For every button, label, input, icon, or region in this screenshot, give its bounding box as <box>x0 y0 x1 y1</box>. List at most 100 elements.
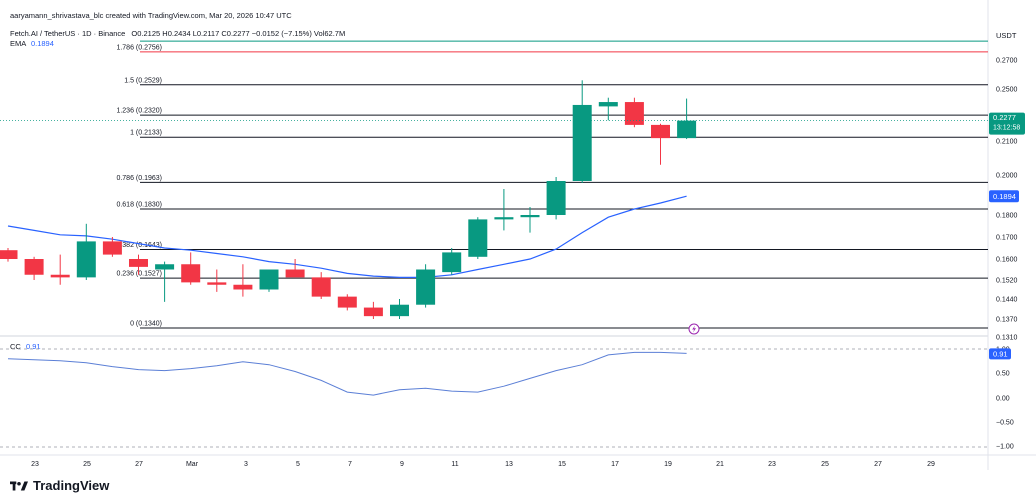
fib-level-label: 1 (0.2133) <box>130 130 162 137</box>
date-tick-label: 3 <box>244 461 248 468</box>
candle-up[interactable] <box>520 207 540 233</box>
candle-body <box>442 252 462 273</box>
candle-up[interactable] <box>572 80 592 183</box>
candle-body <box>363 307 383 317</box>
candle-body <box>129 259 148 267</box>
candle-body <box>207 282 227 285</box>
ema-line[interactable] <box>7 195 687 278</box>
candle-up[interactable] <box>155 261 175 302</box>
price-tick-label: 0.1800 <box>996 213 1018 220</box>
candle-down[interactable] <box>129 254 148 275</box>
candle-down[interactable] <box>24 256 44 280</box>
cc-tick-label: 0.00 <box>996 396 1010 403</box>
candle-body <box>24 259 44 275</box>
candle-down[interactable] <box>50 254 70 285</box>
date-tick-label: 25 <box>821 461 829 468</box>
ema-legend[interactable]: EMA 0.1894 <box>10 39 54 48</box>
cc-tick-label: −0.50 <box>996 420 1014 427</box>
candle-down[interactable] <box>207 269 227 292</box>
candle-down[interactable] <box>0 248 18 262</box>
cc-line[interactable] <box>7 351 687 396</box>
candle-up[interactable] <box>546 177 566 220</box>
candle-up[interactable] <box>416 264 436 308</box>
candle-down[interactable] <box>181 252 201 285</box>
fib-level-label: 0 (0.1340) <box>130 321 162 328</box>
cc-legend[interactable]: CC 0.91 <box>10 342 41 351</box>
candle-up[interactable] <box>677 98 697 140</box>
candle-body <box>233 284 253 290</box>
candle-body <box>181 264 201 283</box>
date-tick-label: 13 <box>505 461 513 468</box>
candle-up[interactable] <box>76 223 96 280</box>
candle-down[interactable] <box>363 301 383 319</box>
ema-badge[interactable] <box>989 190 1019 203</box>
fib-level-label: 0.786 (0.1963) <box>116 175 162 182</box>
price-tick-label: 0.1370 <box>996 317 1018 324</box>
cc-badge[interactable] <box>989 348 1011 360</box>
candle-body <box>50 274 70 278</box>
candle-body <box>416 269 436 305</box>
candle-body <box>677 120 697 139</box>
candle-body <box>337 296 357 308</box>
candle-up[interactable] <box>390 299 409 319</box>
date-tick-label: 29 <box>927 461 935 468</box>
candle-body <box>259 269 279 290</box>
candle-body <box>102 241 122 255</box>
fib-level-label: 0.618 (0.1830) <box>116 202 162 209</box>
candle-body <box>285 269 305 278</box>
candle-up[interactable] <box>442 248 462 275</box>
candle-down[interactable] <box>233 264 253 297</box>
candle-down[interactable] <box>102 237 122 257</box>
cc-value: 0.91 <box>25 342 41 351</box>
candle-body <box>311 277 331 297</box>
symbol-name[interactable]: Fetch.AI / TetherUS · 1D · Binance <box>10 29 126 38</box>
candle-body <box>546 181 566 215</box>
candle-down[interactable] <box>651 123 670 165</box>
brand-text: TradingView <box>33 478 110 493</box>
date-tick-label: Mar <box>186 461 199 468</box>
date-tick-label: 21 <box>716 461 724 468</box>
candle-down[interactable] <box>337 294 357 311</box>
symbol-legend: Fetch.AI / TetherUS · 1D · Binance O0.21… <box>10 29 345 38</box>
tradingview-logo-icon <box>10 481 28 490</box>
candle-down[interactable] <box>285 259 305 278</box>
price-tick-label: 0.2700 <box>996 58 1018 65</box>
price-tick-label: 0.1520 <box>996 278 1018 285</box>
date-tick-label: 9 <box>400 461 404 468</box>
lightning-icon[interactable] <box>688 323 700 335</box>
candle-body <box>494 217 514 220</box>
fib-level-label: 1.5 (0.2529) <box>124 77 162 84</box>
candle-down[interactable] <box>311 272 331 299</box>
date-tick-label: 17 <box>611 461 619 468</box>
candle-body <box>572 104 592 181</box>
price-badge-value: 0.2277 <box>993 113 1016 122</box>
chart-credit: aaryamann_shrivastava_blc created with T… <box>10 11 292 20</box>
cc-tick-label: 0.50 <box>996 371 1010 378</box>
tradingview-logo: TradingView <box>10 478 109 493</box>
candle-up[interactable] <box>494 189 514 231</box>
date-tick-label: 23 <box>31 461 39 468</box>
candle-body <box>598 102 618 107</box>
fib-level-label: 0.236 (0.1527) <box>116 271 162 278</box>
cc-label: CC <box>10 342 21 351</box>
candle-body <box>390 304 409 317</box>
price-tick-label: 0.1600 <box>996 257 1018 264</box>
candle-up[interactable] <box>598 97 618 121</box>
fib-level-label: 1.236 (0.2320) <box>116 108 162 115</box>
date-tick-label: 23 <box>768 461 776 468</box>
price-tick-label: 0.2500 <box>996 87 1018 94</box>
price-tick-label: 0.2000 <box>996 173 1018 180</box>
candle-up[interactable] <box>468 217 488 259</box>
candle-body <box>651 124 670 139</box>
candle-body <box>520 215 540 218</box>
date-tick-label: 27 <box>135 461 143 468</box>
cc-tick-label: −1.00 <box>996 444 1014 451</box>
date-tick-label: 11 <box>451 461 458 468</box>
price-badge[interactable] <box>989 112 1025 135</box>
fib-level-label: 0.382 (0.1643) <box>116 242 162 249</box>
price-badge-countdown: 13:12:58 <box>993 125 1020 132</box>
candle-up[interactable] <box>259 269 279 292</box>
price-tick-label: 0.1700 <box>996 235 1018 242</box>
candle-down[interactable] <box>624 97 644 128</box>
